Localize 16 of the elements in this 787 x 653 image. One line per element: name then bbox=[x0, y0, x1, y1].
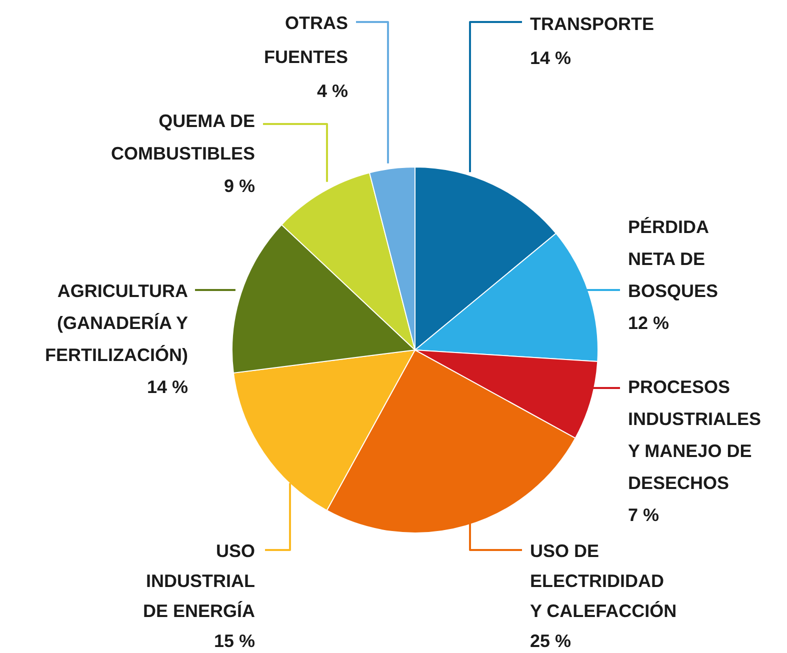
data-label: 7 % bbox=[628, 505, 660, 525]
data-label: 15 % bbox=[214, 631, 255, 651]
slice-label: USO DE ELECTRIDIDAD Y CALEFACCIÓN bbox=[530, 541, 677, 621]
slice-label: USO INDUSTRIAL DE ENERGÍA bbox=[142, 541, 255, 621]
data-label: 9 % bbox=[224, 176, 255, 196]
slice-label: PROCESOS INDUSTRIALES Y MANEJO DE DESECHOS bbox=[628, 377, 762, 493]
data-label: 4 % bbox=[316, 81, 348, 101]
slice-label: TRANSPORTE bbox=[530, 14, 654, 34]
data-label: 14 % bbox=[146, 377, 188, 397]
slice-label: AGRICULTURA (GANADERÍA Y FERTILIZACIÓN) bbox=[45, 281, 188, 365]
slice-label: PÉRDIDA NETA DE BOSQUES bbox=[628, 217, 718, 301]
data-label: 12 % bbox=[628, 313, 670, 333]
slice-label: OTRAS FUENTES bbox=[264, 13, 348, 67]
data-label: 25 % bbox=[530, 631, 572, 651]
slice-label: QUEMA DE COMBUSTIBLES bbox=[111, 111, 255, 164]
data-label: 14 % bbox=[530, 48, 572, 68]
